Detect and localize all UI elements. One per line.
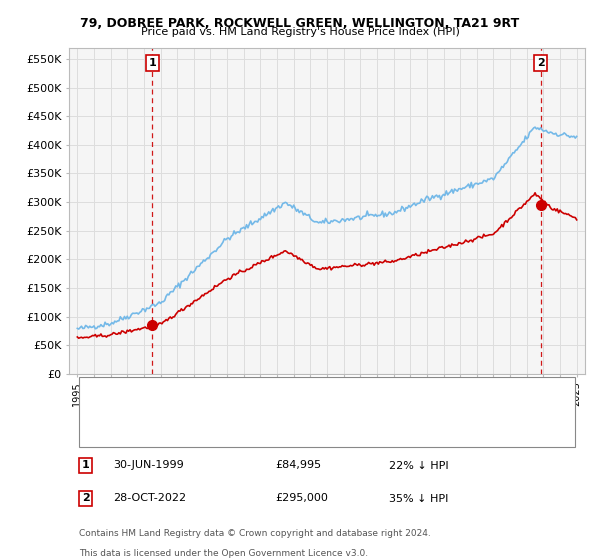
Text: HPI: Average price, detached house, Somerset: HPI: Average price, detached house, Some… [118,430,361,439]
Text: 2: 2 [536,58,544,68]
Text: This data is licensed under the Open Government Licence v3.0.: This data is licensed under the Open Gov… [79,549,368,558]
Text: 22% ↓ HPI: 22% ↓ HPI [389,460,449,470]
Text: 1: 1 [82,460,89,470]
FancyBboxPatch shape [79,377,575,447]
Text: £295,000: £295,000 [275,493,328,503]
Text: 79, DOBREE PARK, ROCKWELL GREEN, WELLINGTON, TA21 9RT: 79, DOBREE PARK, ROCKWELL GREEN, WELLING… [80,17,520,30]
Text: £84,995: £84,995 [275,460,322,470]
Text: 28-OCT-2022: 28-OCT-2022 [113,493,186,503]
Text: Price paid vs. HM Land Registry's House Price Index (HPI): Price paid vs. HM Land Registry's House … [140,27,460,37]
Text: Contains HM Land Registry data © Crown copyright and database right 2024.: Contains HM Land Registry data © Crown c… [79,529,431,538]
Text: 79, DOBREE PARK, ROCKWELL GREEN,  WELLINGTON, TA21 9RT (detached house): 79, DOBREE PARK, ROCKWELL GREEN, WELLING… [118,398,543,408]
Text: 2: 2 [82,493,89,503]
Text: 1: 1 [148,58,156,68]
Text: 35% ↓ HPI: 35% ↓ HPI [389,493,448,503]
Text: 30-JUN-1999: 30-JUN-1999 [113,460,184,470]
